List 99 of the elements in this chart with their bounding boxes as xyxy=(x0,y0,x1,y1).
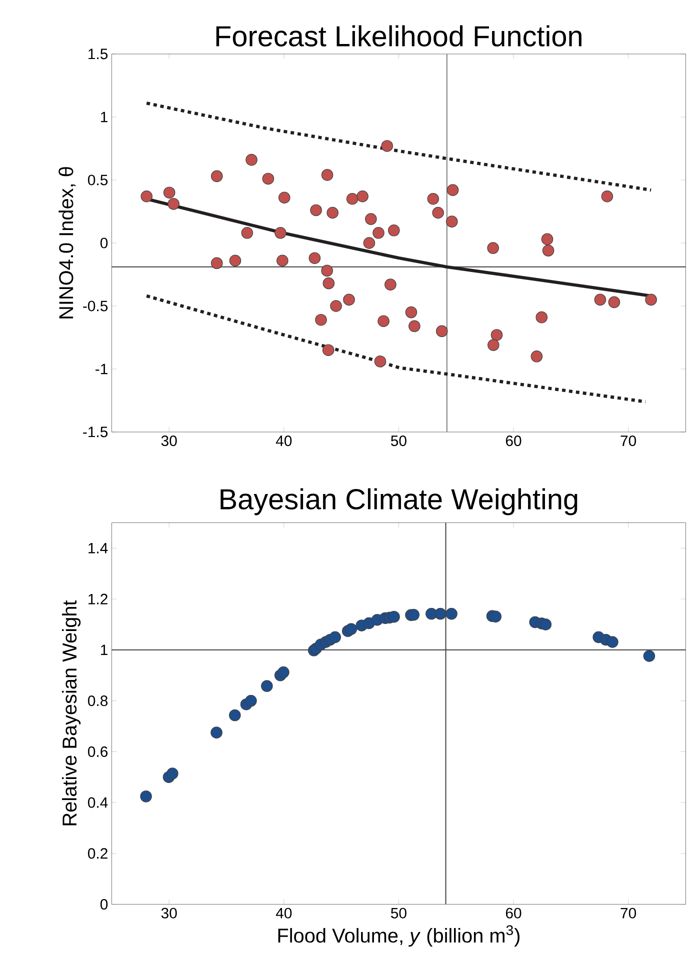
point xyxy=(166,768,178,780)
line-series xyxy=(145,102,653,192)
point xyxy=(388,224,400,236)
y-tick-label: 0.4 xyxy=(88,797,108,808)
point xyxy=(381,140,394,152)
point xyxy=(405,306,418,318)
point xyxy=(374,356,386,368)
point xyxy=(446,216,458,228)
point xyxy=(229,254,242,267)
point xyxy=(490,329,503,341)
point xyxy=(210,170,223,182)
y-axis-title: Relative Bayesian Weight xyxy=(62,600,81,826)
y-tick-label: 0 xyxy=(100,899,108,910)
y-tick-label: 0.6 xyxy=(88,746,108,757)
point xyxy=(140,190,152,202)
x-tick-label: 50 xyxy=(390,908,406,918)
point xyxy=(346,192,358,205)
point xyxy=(487,242,499,254)
point xyxy=(446,184,459,196)
point xyxy=(536,311,548,324)
x-tick-label: 30 xyxy=(161,436,177,446)
point xyxy=(490,610,502,622)
y-tick-label: 1.5 xyxy=(88,48,108,60)
point xyxy=(488,339,500,351)
point xyxy=(378,315,390,328)
x-tick-label: 50 xyxy=(390,436,406,446)
point xyxy=(262,172,274,185)
y-tick-label: 0.2 xyxy=(88,848,108,859)
point xyxy=(321,169,334,181)
x-tick-label: 60 xyxy=(506,908,522,918)
point xyxy=(278,192,290,204)
point xyxy=(321,264,333,277)
point xyxy=(388,610,400,623)
point xyxy=(329,631,342,644)
point xyxy=(427,192,440,205)
point xyxy=(330,300,342,312)
point xyxy=(278,666,290,678)
point xyxy=(210,726,222,738)
point xyxy=(356,190,368,202)
chart-title: Bayesian Climate Weighting xyxy=(220,488,578,516)
chart-title: Forecast Likelihood Function xyxy=(216,25,582,46)
point xyxy=(372,227,384,239)
point xyxy=(261,680,273,692)
y-tick-label: 1.4 xyxy=(88,542,108,554)
y-tick-label: 0.8 xyxy=(88,695,108,706)
x-axis-title: Flood Volume, y (billion m$^{3}$) xyxy=(278,925,520,947)
point xyxy=(436,325,448,338)
point xyxy=(594,294,606,306)
point xyxy=(140,790,152,802)
point xyxy=(308,252,321,264)
x-tick-label: 70 xyxy=(620,908,636,918)
point xyxy=(210,257,223,270)
y-tick-label: 1 xyxy=(101,644,108,656)
point xyxy=(540,618,552,630)
point xyxy=(363,237,376,249)
y-axis-title: NINO4.0 Index, θ xyxy=(58,167,76,318)
point xyxy=(274,227,286,239)
point xyxy=(228,709,241,722)
y-tick-label: -0.5 xyxy=(83,300,108,312)
x-tick-label: 30 xyxy=(161,908,177,918)
point xyxy=(601,190,614,202)
point xyxy=(310,204,322,216)
point xyxy=(315,314,327,326)
point xyxy=(343,294,355,306)
point xyxy=(432,206,444,219)
point xyxy=(345,623,358,635)
point xyxy=(530,350,543,362)
y-tick-label: 0.5 xyxy=(88,174,108,186)
point xyxy=(241,227,254,239)
x-tick-label: 40 xyxy=(276,436,292,446)
x-tick-label: 60 xyxy=(506,436,522,446)
point xyxy=(408,608,420,621)
point xyxy=(245,694,257,707)
y-tick-label: 0 xyxy=(100,238,108,248)
x-tick-label: 40 xyxy=(276,908,292,918)
point xyxy=(643,650,656,662)
line-series xyxy=(145,294,648,404)
point xyxy=(326,206,338,219)
point xyxy=(384,278,396,290)
point xyxy=(322,277,335,290)
point xyxy=(541,233,554,246)
x-tick-label: 70 xyxy=(620,436,636,446)
point xyxy=(246,154,258,166)
y-tick-label: -1 xyxy=(96,364,108,374)
point xyxy=(446,608,458,620)
point xyxy=(365,213,377,225)
point xyxy=(322,344,334,356)
y-tick-label: 1.2 xyxy=(88,594,108,604)
y-tick-label: -1.5 xyxy=(83,426,108,438)
point xyxy=(408,320,420,332)
point xyxy=(276,254,288,267)
point xyxy=(434,608,446,620)
point xyxy=(168,198,180,210)
point xyxy=(606,636,618,648)
point xyxy=(542,244,554,256)
point xyxy=(163,186,176,198)
point xyxy=(645,294,657,306)
y-tick-label: 1 xyxy=(101,112,108,122)
point xyxy=(608,296,620,308)
